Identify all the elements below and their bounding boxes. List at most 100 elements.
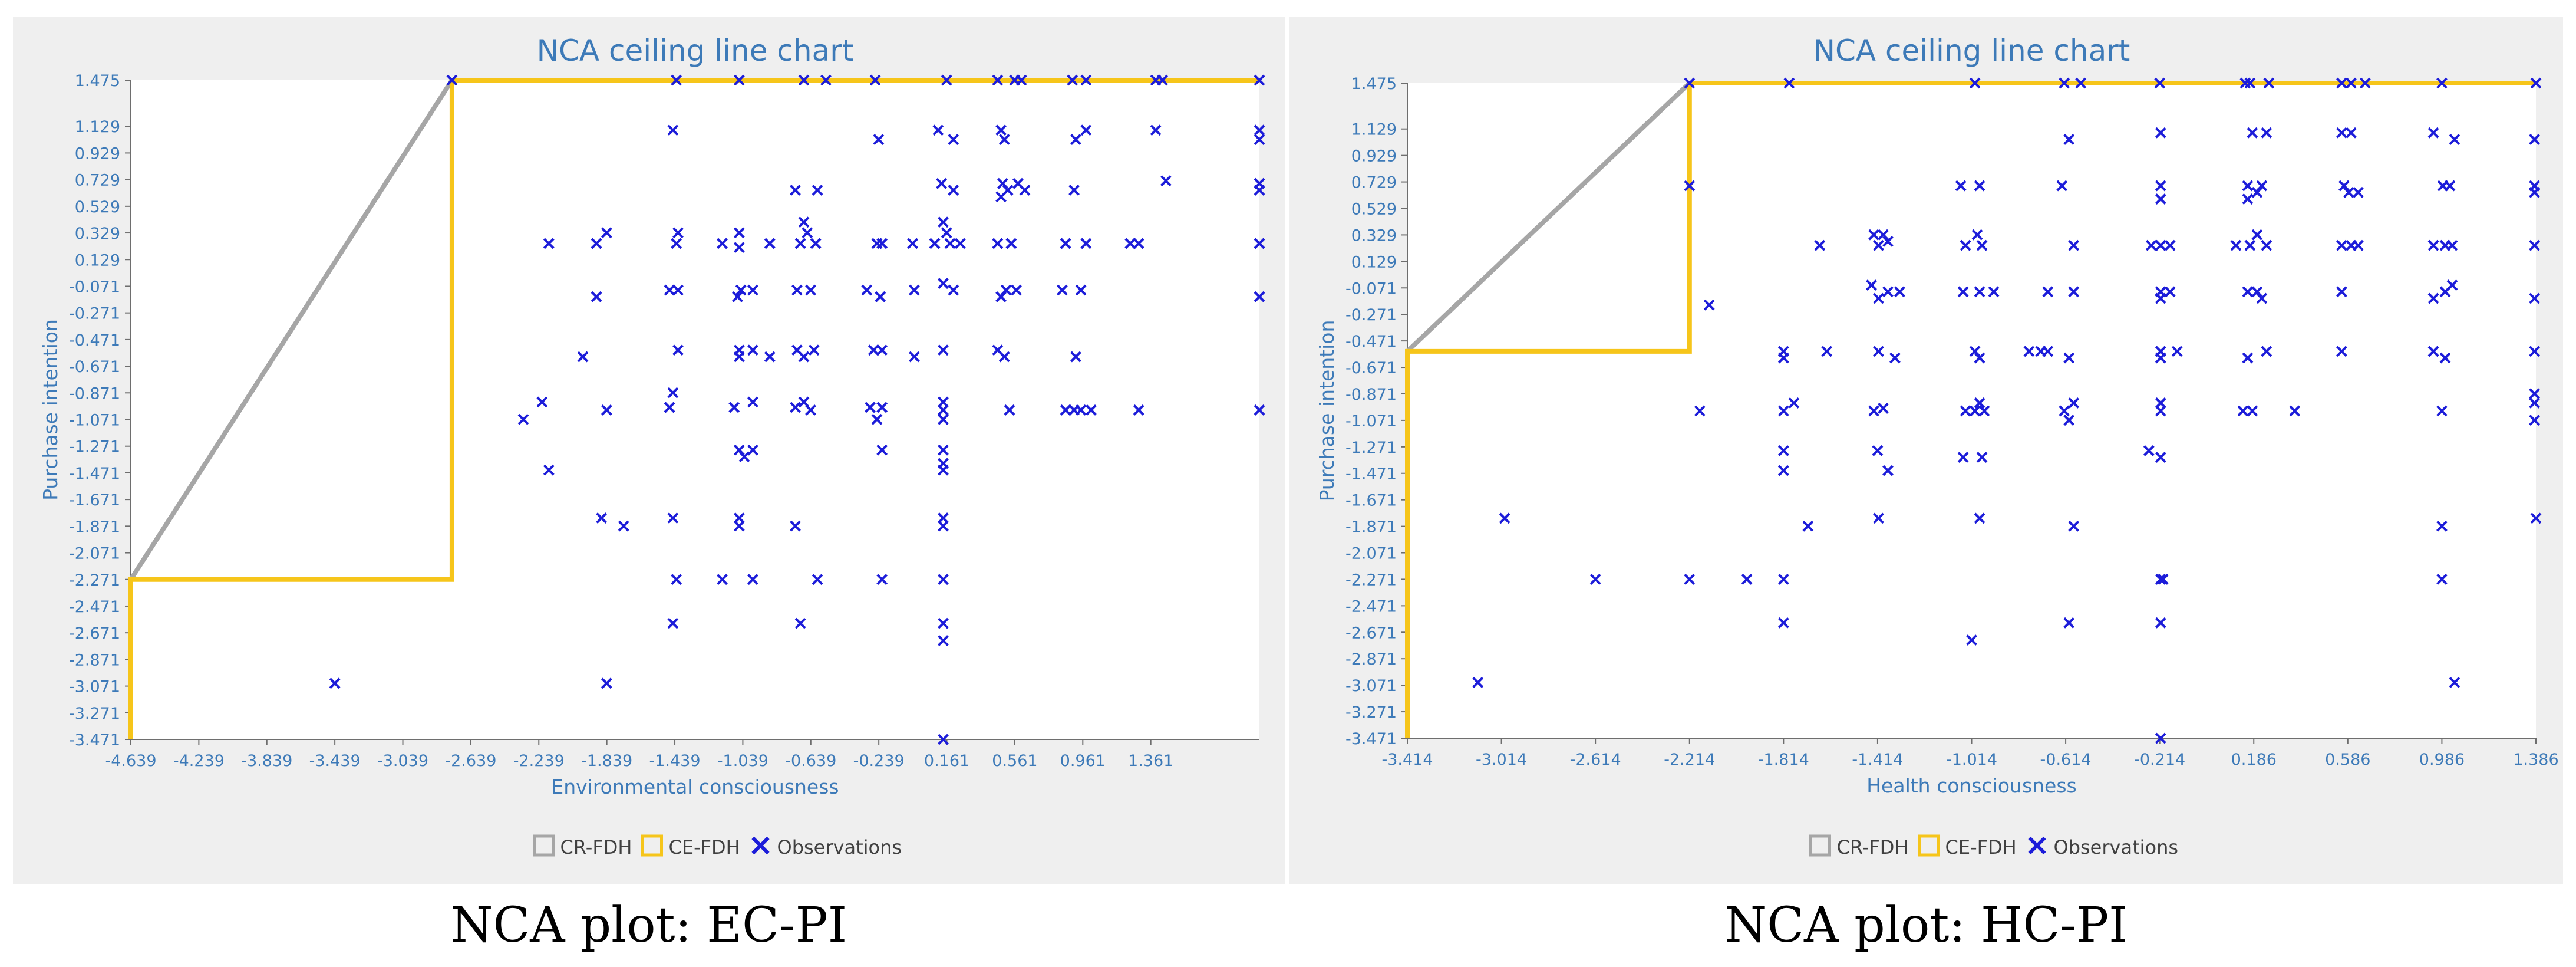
observation-point	[2042, 346, 2054, 357]
observation-point	[1969, 405, 1981, 417]
observation-point	[2346, 127, 2357, 139]
x-tick-label: -0.239	[853, 752, 905, 770]
observation-point	[944, 238, 956, 249]
observation-point	[2059, 77, 2070, 89]
observation-point	[1873, 512, 1884, 524]
observation-point	[601, 227, 612, 239]
observation-point	[672, 284, 684, 296]
observation-point	[1019, 185, 1031, 196]
observation-point	[672, 344, 684, 356]
observation-point	[2155, 193, 2166, 205]
observation-point	[2436, 77, 2448, 89]
observation-point	[672, 227, 684, 239]
observation-point	[2427, 292, 2439, 304]
observation-point	[1254, 124, 1265, 136]
y-tick-label: 0.529	[75, 198, 120, 216]
observation-point	[2242, 193, 2254, 205]
observation-point	[747, 396, 758, 408]
y-axis-label: Purchase intention	[1315, 320, 1338, 502]
figure-caption-ec-pi: NCA plot: EC-PI	[450, 897, 847, 953]
x-axis-label: Health consciousness	[1866, 774, 2077, 797]
y-tick-label: -2.271	[1345, 571, 1397, 589]
observation-point	[2155, 292, 2166, 304]
observation-point	[2336, 239, 2347, 251]
observation-point	[938, 344, 949, 356]
observation-point	[802, 227, 813, 239]
observation-point	[1703, 299, 1715, 311]
observation-point	[1882, 465, 1894, 476]
observation-point	[1067, 74, 1078, 86]
observation-point	[2251, 229, 2263, 241]
y-tick-label: 0.329	[1351, 226, 1397, 245]
y-tick-label: 1.129	[75, 118, 120, 136]
observation-point	[2063, 134, 2075, 145]
observation-point	[1878, 403, 1889, 414]
observation-point	[1873, 292, 1884, 304]
observation-point	[2256, 292, 2268, 304]
observation-point	[1080, 124, 1092, 136]
observation-point	[907, 238, 918, 249]
observation-point	[909, 351, 920, 363]
observation-point	[1056, 284, 1068, 296]
chart-panel-ec-pi: NCA ceiling line chart 1.475 1.129 0.929 0.7…	[13, 17, 1285, 884]
observation-point	[1254, 185, 1265, 196]
ce-fdh-line	[1405, 81, 2536, 738]
y-tick-label: -0.671	[1345, 359, 1397, 377]
observation-point	[2338, 180, 2350, 192]
observation-point	[446, 74, 458, 86]
observation-point	[1133, 238, 1144, 249]
observation-point	[954, 238, 966, 249]
observation-point	[1777, 465, 1789, 476]
observation-point	[2075, 77, 2087, 89]
legend-observations: Observations	[2028, 836, 2178, 859]
legend-cr-fdh: CR-FDH	[1809, 834, 1908, 859]
legend-ce-fdh: CE-FDH	[641, 834, 740, 859]
observation-point	[733, 227, 745, 239]
cr-fdh-line	[128, 78, 454, 582]
observation-point	[1684, 180, 1696, 192]
observation-point	[1005, 238, 1017, 249]
observation-point	[869, 74, 881, 86]
observation-point	[1157, 74, 1169, 86]
observations-group	[1472, 77, 2542, 744]
observation-point	[2068, 286, 2080, 298]
observation-point	[2439, 352, 2451, 364]
observation-point	[2256, 180, 2268, 192]
y-tick-label: 1.475	[1351, 75, 1397, 93]
observation-point	[2529, 186, 2541, 198]
observation-point	[992, 238, 1004, 249]
observation-point	[2436, 520, 2448, 532]
observation-point	[1966, 634, 1977, 646]
observation-point	[938, 413, 949, 425]
observation-point	[794, 617, 806, 629]
observation-point	[1472, 677, 1484, 688]
legend-observations-swatch	[751, 836, 770, 855]
observation-point	[1882, 286, 1894, 298]
observation-point	[875, 291, 886, 302]
y-tick-label: -2.671	[1345, 624, 1397, 642]
observation-point	[1955, 180, 1967, 192]
legend-cr-fdh-swatch	[1809, 834, 1831, 857]
observation-point	[1974, 180, 1985, 192]
x-tick-label: -3.414	[1381, 751, 1433, 769]
y-tick-label: 0.129	[75, 251, 120, 269]
x-tick-label: 0.586	[2325, 751, 2370, 769]
observation-point	[948, 185, 959, 196]
observation-point	[938, 396, 949, 408]
observation-point	[938, 635, 949, 646]
x-tick-label: -1.839	[581, 752, 632, 770]
observation-point	[2242, 286, 2254, 298]
observation-point	[667, 387, 679, 399]
observation-point	[798, 396, 810, 408]
observation-point	[2155, 574, 2166, 585]
observation-point	[790, 520, 801, 532]
observation-point	[764, 351, 776, 363]
chart-title: NCA ceiling line chart	[1813, 34, 2130, 68]
observation-point	[1873, 346, 1884, 357]
observation-point	[2155, 617, 2166, 629]
observation-point	[667, 512, 679, 524]
chart-panel-hc-pi: NCA ceiling line chart 1.475 1.129 0.929 0.7…	[1289, 17, 2563, 884]
observation-point	[1974, 512, 1985, 524]
observation-point	[2444, 180, 2456, 192]
y-tick-label: -2.071	[1345, 545, 1397, 563]
